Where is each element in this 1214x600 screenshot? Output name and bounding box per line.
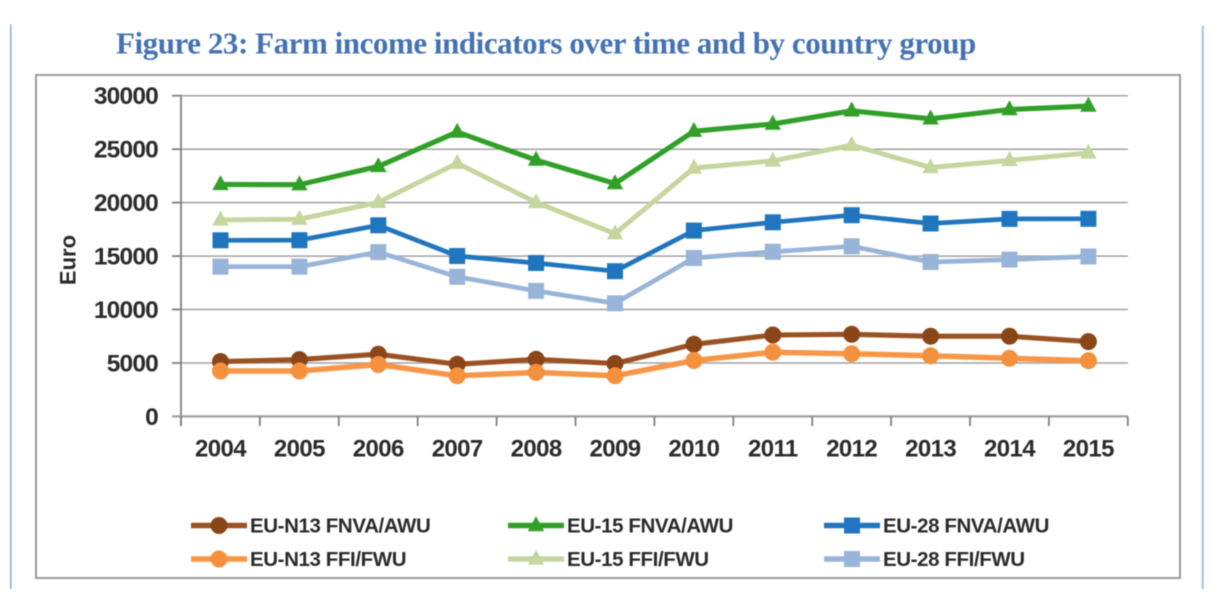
svg-text:EU-15 FFI/FWU: EU-15 FFI/FWU [567,548,709,571]
svg-text:2008: 2008 [511,436,562,463]
svg-text:0: 0 [145,404,158,431]
svg-text:EU-15 FNVA/AWU: EU-15 FNVA/AWU [567,515,733,538]
svg-text:2011: 2011 [748,436,798,463]
svg-text:20000: 20000 [94,190,158,217]
svg-text:2004: 2004 [195,436,247,463]
svg-text:30000: 30000 [94,83,158,110]
svg-text:EU-28 FFI/FWU: EU-28 FFI/FWU [883,548,1025,571]
svg-text:2009: 2009 [590,436,641,463]
svg-text:EU-N13 FFI/FWU: EU-N13 FFI/FWU [250,548,406,571]
svg-text:5000: 5000 [107,351,158,378]
svg-text:EU-28 FNVA/AWU: EU-28 FNVA/AWU [883,515,1049,538]
svg-text:2010: 2010 [668,436,719,463]
svg-text:2006: 2006 [353,436,404,463]
svg-text:EU-N13 FNVA/AWU: EU-N13 FNVA/AWU [250,515,430,538]
svg-text:2015: 2015 [1063,436,1114,463]
svg-text:25000: 25000 [94,137,158,164]
svg-text:2012: 2012 [826,436,877,463]
svg-text:2007: 2007 [432,436,483,463]
svg-text:15000: 15000 [94,244,158,271]
svg-text:Figure 23: Farm income indicat: Figure 23: Farm income indicators over t… [116,26,976,61]
svg-text:Euro: Euro [56,235,81,285]
svg-text:2014: 2014 [984,436,1036,463]
svg-text:2013: 2013 [905,436,956,463]
svg-text:10000: 10000 [94,297,158,324]
svg-text:2005: 2005 [274,436,325,463]
